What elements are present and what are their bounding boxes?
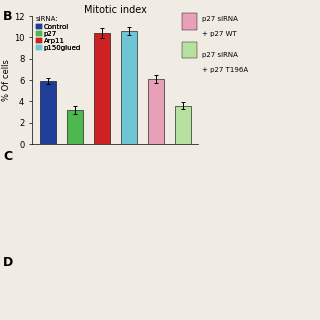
Bar	[148, 79, 164, 144]
Title: Mitotic index: Mitotic index	[84, 5, 147, 15]
Text: + p27 T196A: + p27 T196A	[202, 67, 248, 73]
Bar	[175, 106, 191, 144]
Text: p27 siRNA: p27 siRNA	[202, 52, 238, 58]
Y-axis label: % Of cells: % Of cells	[2, 59, 11, 101]
FancyBboxPatch shape	[182, 13, 197, 30]
Text: B: B	[3, 10, 13, 23]
Bar	[121, 31, 137, 144]
Text: + p27 WT: + p27 WT	[202, 31, 236, 37]
Bar	[93, 33, 110, 144]
Legend: Control, p27, Arp11, p150glued: Control, p27, Arp11, p150glued	[36, 23, 82, 52]
Text: p27 siRNA: p27 siRNA	[202, 16, 238, 22]
Bar	[67, 110, 83, 144]
Text: C: C	[3, 150, 12, 164]
Text: siRNA:: siRNA:	[35, 16, 58, 22]
Text: D: D	[3, 256, 13, 269]
FancyBboxPatch shape	[182, 42, 197, 58]
Bar	[40, 81, 56, 144]
